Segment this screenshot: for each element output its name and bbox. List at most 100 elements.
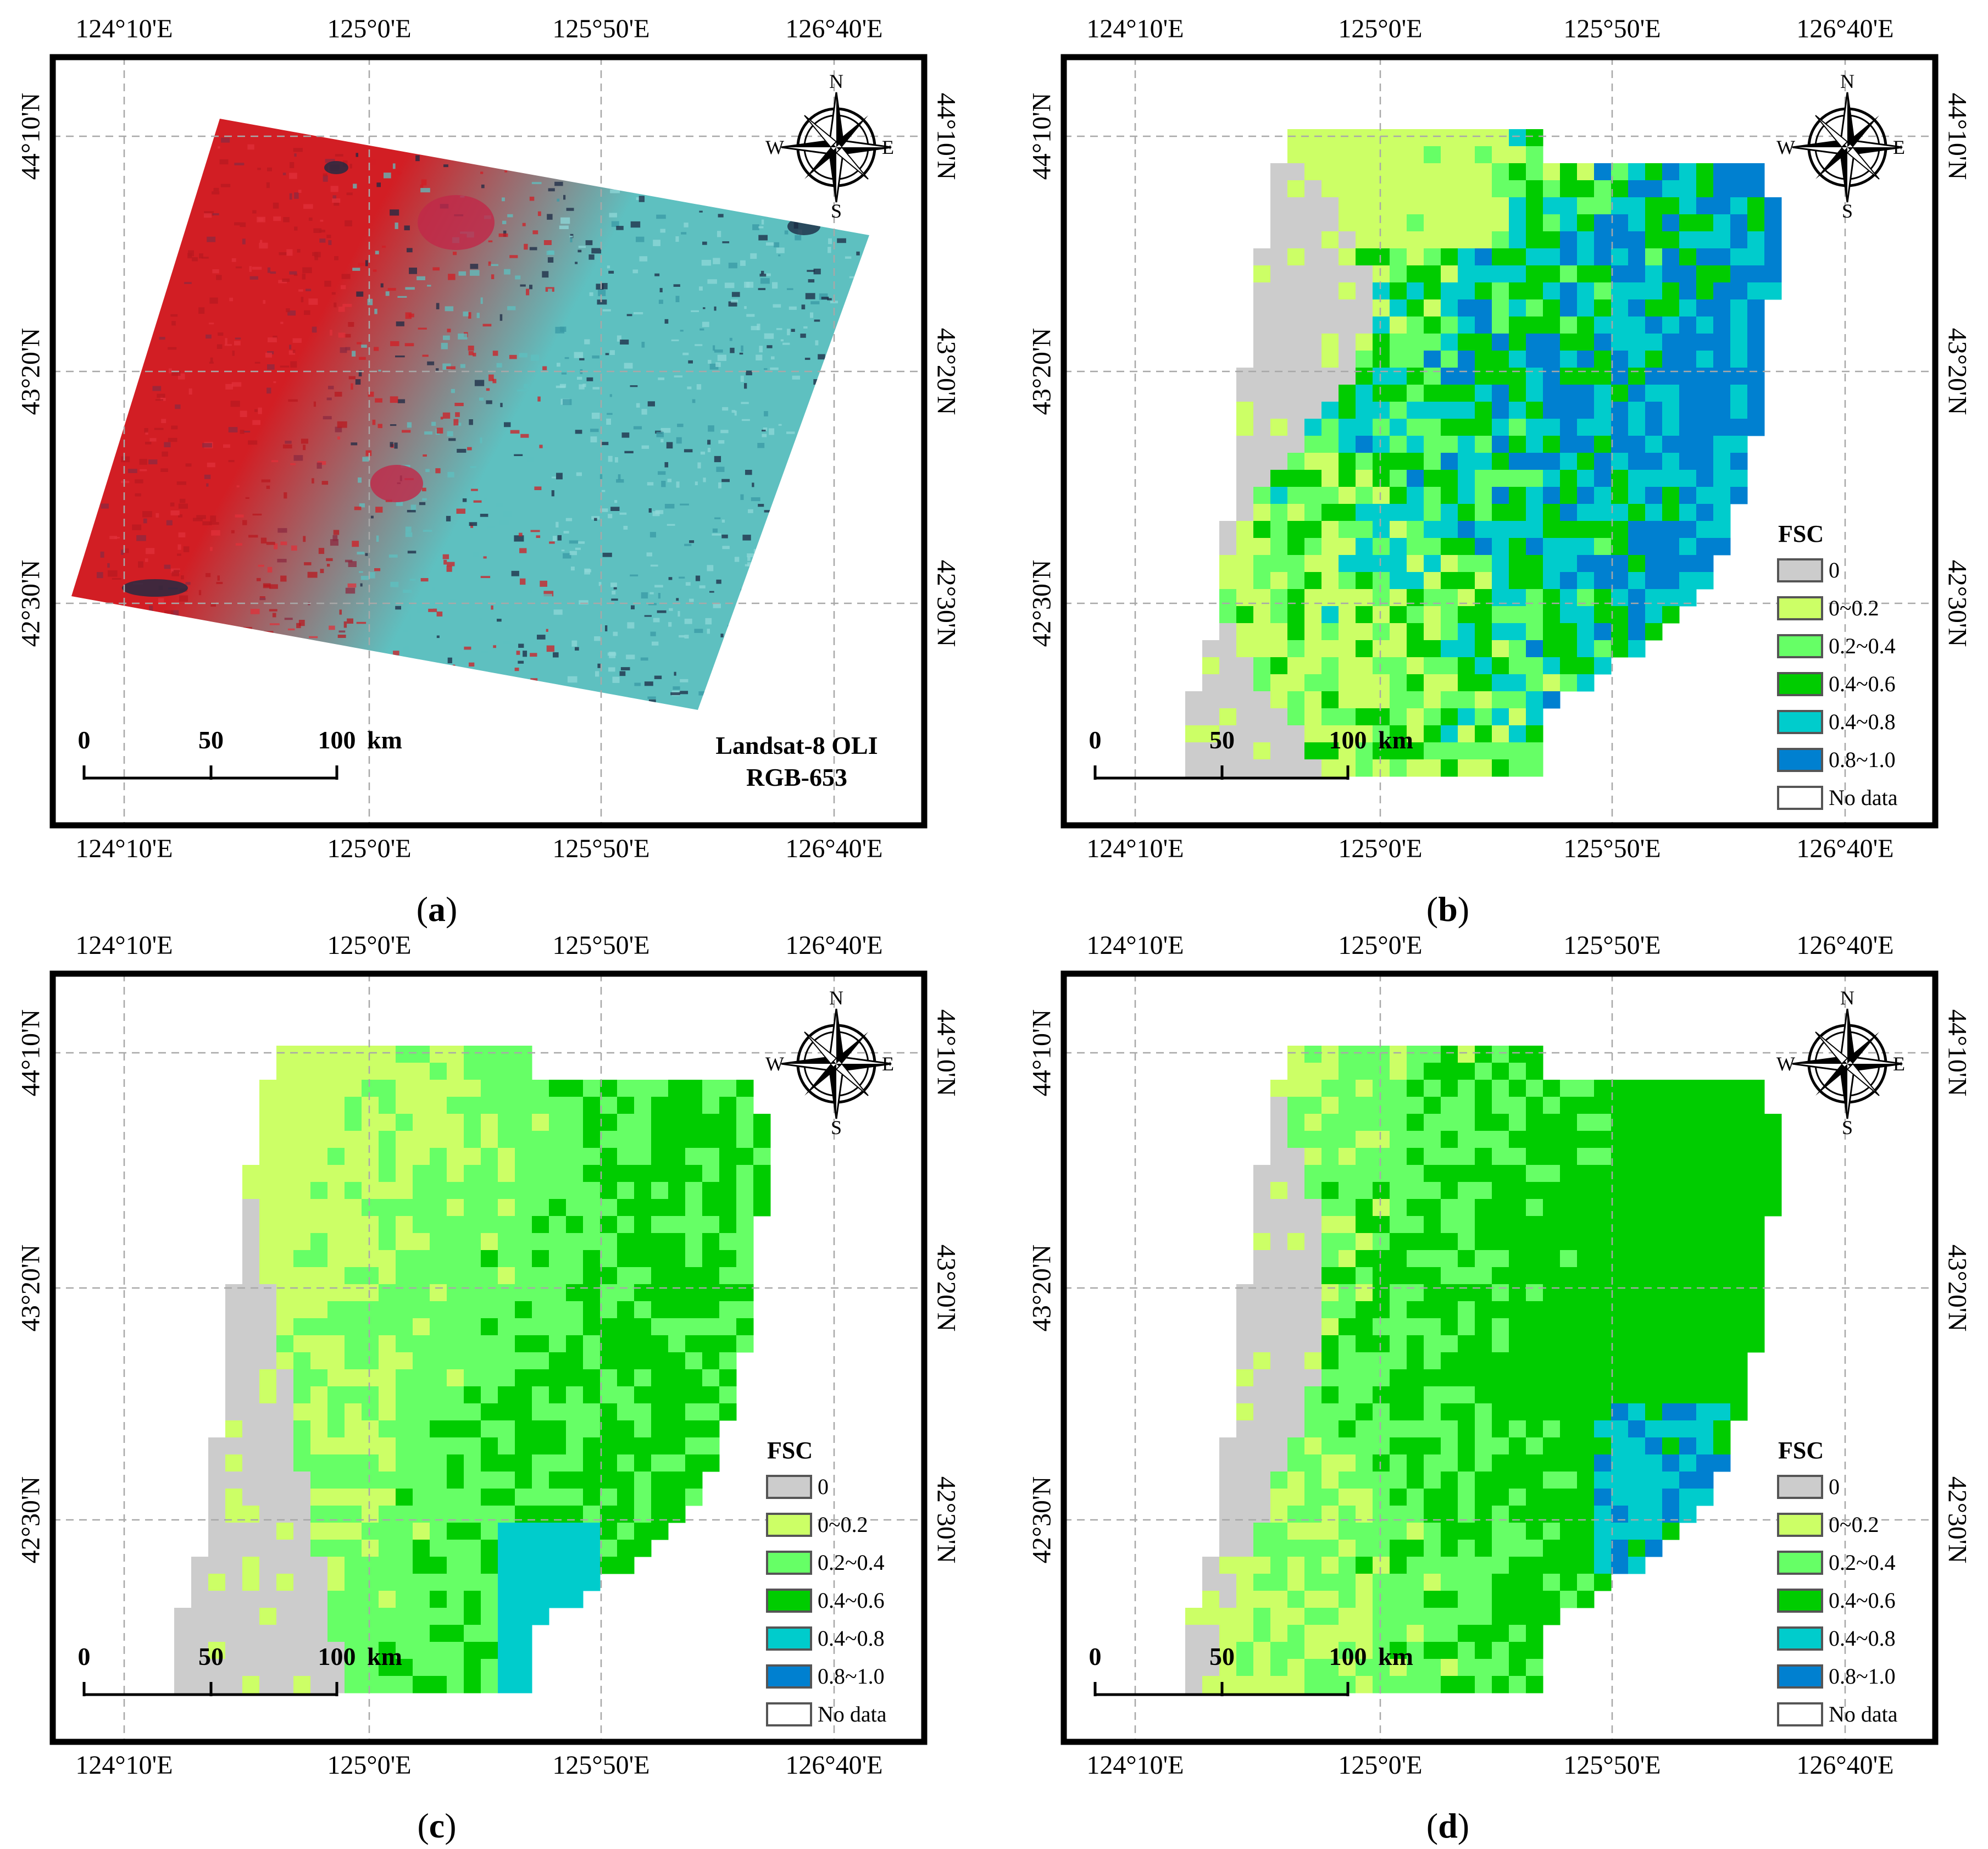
- fsc-cell: [1594, 334, 1612, 351]
- fsc-cell: [1287, 385, 1305, 402]
- fsc-cell: [1304, 1063, 1322, 1080]
- fsc-cell: [668, 1489, 686, 1506]
- fsc-cell: [1730, 368, 1748, 385]
- fsc-cell: [1509, 248, 1526, 266]
- fsc-cell: [379, 1574, 396, 1591]
- fsc-cell: [1526, 470, 1543, 487]
- fsc-cell: [1628, 504, 1646, 521]
- fsc-cell: [225, 1284, 243, 1302]
- fsc-cell: [736, 1114, 754, 1131]
- fsc-cell: [276, 1148, 294, 1165]
- fsc-cell: [1526, 180, 1543, 198]
- fsc-cell: [515, 1148, 532, 1165]
- fsc-cell: [583, 1199, 601, 1217]
- fsc-cell: [1424, 282, 1441, 300]
- fsc-cell: [1424, 1301, 1441, 1319]
- fsc-cell: [1662, 231, 1680, 249]
- fsc-cell: [1407, 725, 1424, 743]
- fsc-cell: [1339, 1591, 1356, 1608]
- fsc-cell: [1356, 1182, 1373, 1200]
- fsc-cell: [1475, 1386, 1492, 1404]
- fsc-cell: [1730, 299, 1748, 317]
- fsc-cell: [379, 1659, 396, 1676]
- fsc-cell: [1696, 1472, 1714, 1489]
- fsc-cell: [379, 1046, 396, 1063]
- fsc-cell: [481, 1489, 498, 1506]
- fsc-cell: [1304, 1472, 1322, 1489]
- left-latitude-label: 43°20'N: [1028, 1245, 1057, 1332]
- fsc-cell: [1407, 180, 1424, 198]
- fsc-cell: [413, 1386, 430, 1404]
- fsc-cell: [1236, 657, 1254, 675]
- fsc-cell: [1509, 1454, 1526, 1472]
- fsc-cell: [327, 1642, 345, 1659]
- fsc-cell: [1475, 1642, 1492, 1659]
- fsc-cell: [1356, 180, 1373, 198]
- fsc-cell: [1441, 385, 1458, 402]
- fsc-cell: [1696, 197, 1714, 215]
- fsc-cell: [1407, 1523, 1424, 1540]
- fsc-cell: [1577, 657, 1595, 675]
- fsc-cell: [362, 1148, 379, 1165]
- fsc-cell: [1304, 1233, 1322, 1251]
- fsc-cell: [515, 1676, 532, 1693]
- fsc-cell: [396, 1420, 413, 1438]
- fsc-cell: [481, 1233, 498, 1251]
- fsc-cell: [719, 1250, 737, 1268]
- fsc-cell: [1577, 1489, 1595, 1506]
- fsc-cell: [1287, 1454, 1305, 1472]
- fsc-cell: [600, 1540, 618, 1557]
- fsc-cell: [1219, 691, 1237, 709]
- fsc-cell: [276, 1165, 294, 1182]
- fsc-cell: [1475, 1250, 1492, 1268]
- fsc-cell: [1304, 1386, 1322, 1404]
- caption-close-paren: ): [445, 1806, 456, 1845]
- fsc-cell: [1253, 1233, 1271, 1251]
- fsc-cell: [1577, 1318, 1595, 1336]
- fsc-cell: [1253, 1625, 1271, 1642]
- fsc-cell: [1526, 368, 1543, 385]
- fsc-cell: [1373, 1386, 1390, 1404]
- fsc-cell: [1543, 163, 1561, 181]
- fsc-cell: [600, 1284, 618, 1302]
- fsc-cell: [1253, 317, 1271, 334]
- fsc-cell: [1321, 1437, 1339, 1455]
- fsc-cell: [1458, 606, 1475, 624]
- fsc-cell: [1594, 1165, 1612, 1182]
- fsc-cell: [1356, 197, 1373, 215]
- fsc-cell: [1441, 521, 1458, 538]
- fsc-cell: [1492, 1216, 1509, 1234]
- fsc-cell: [1696, 248, 1714, 266]
- fsc-cell: [1304, 129, 1322, 147]
- fsc-cell: [1390, 1557, 1407, 1574]
- fsc-cell: [719, 1403, 737, 1421]
- fsc-cell: [327, 1608, 345, 1625]
- fsc-cell: [259, 1318, 277, 1336]
- fsc-cell: [1373, 1080, 1390, 1097]
- fsc-cell: [413, 1557, 430, 1574]
- fsc-cell: [362, 1454, 379, 1472]
- fsc-cell: [464, 1165, 481, 1182]
- fsc-cell: [1287, 1608, 1305, 1625]
- fsc-cell: [515, 1574, 532, 1591]
- fsc-cell: [362, 1574, 379, 1591]
- fsc-cell: [1287, 1063, 1305, 1080]
- fsc-cell: [242, 1659, 260, 1676]
- fsc-cell: [1219, 555, 1237, 573]
- fsc-cell: [515, 1318, 532, 1336]
- fsc-cell: [1219, 1642, 1237, 1659]
- fsc-cell: [1321, 419, 1339, 436]
- bottom-longitude-label: 125°50'E: [1563, 1751, 1661, 1780]
- fsc-cell: [310, 1523, 328, 1540]
- fsc-cell: [1441, 419, 1458, 436]
- bottom-longitude-label: 125°50'E: [1563, 834, 1661, 863]
- fsc-cell: [1492, 351, 1509, 368]
- fsc-cell: [617, 1148, 635, 1165]
- fsc-cell: [1321, 180, 1339, 198]
- fsc-cell: [1321, 487, 1339, 504]
- fsc-cell: [362, 1557, 379, 1574]
- fsc-cell: [396, 1676, 413, 1693]
- fsc-cell: [1747, 419, 1765, 436]
- fsc-cell: [1475, 1335, 1492, 1353]
- fsc-cell: [1424, 708, 1441, 726]
